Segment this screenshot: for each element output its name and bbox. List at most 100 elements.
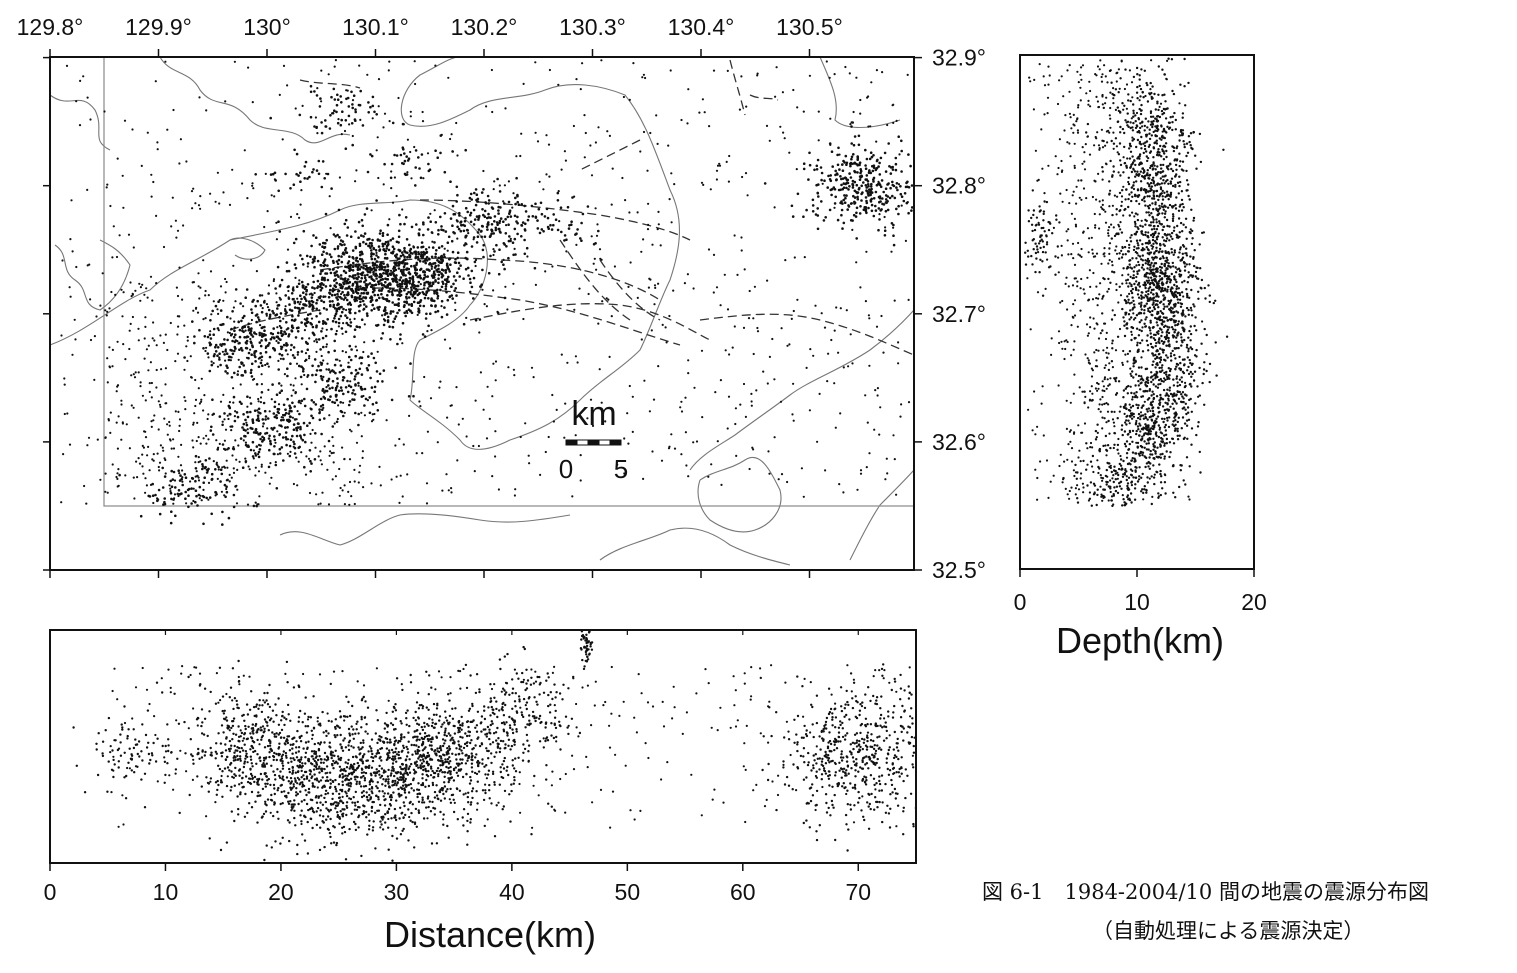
hypocenter-point — [1132, 181, 1136, 184]
epicenter-point — [225, 364, 228, 368]
epicenter-point — [286, 426, 289, 429]
epicenter-point — [752, 448, 755, 451]
epicenter-point — [870, 197, 873, 201]
epicenter-point — [517, 203, 521, 206]
epicenter-point — [135, 460, 138, 463]
hypocenter-point — [1139, 180, 1143, 183]
epicenter-point — [412, 245, 415, 248]
epicenter-point — [583, 114, 586, 117]
epicenter-point — [287, 420, 291, 423]
epicenter-point — [504, 285, 507, 288]
epicenter-point — [573, 308, 576, 311]
epicenter-point — [362, 308, 365, 311]
epicenter-point — [305, 387, 309, 391]
epicenter-point — [152, 453, 155, 456]
epicenter-point — [278, 447, 282, 451]
epicenter-point — [376, 306, 379, 309]
epicenter-point — [170, 447, 173, 450]
epicenter-point — [368, 411, 372, 415]
epicenter-point — [850, 125, 853, 128]
epicenter-point — [458, 214, 461, 217]
epicenter-point — [328, 387, 332, 390]
epicenter-point — [350, 495, 353, 498]
hypocenter-point — [1134, 175, 1137, 178]
epicenter-point — [202, 481, 205, 485]
epicenter-point — [310, 414, 313, 418]
epicenter-point — [148, 469, 151, 472]
epicenter-point — [250, 375, 254, 378]
epicenter-point — [306, 177, 309, 180]
epicenter-point — [414, 251, 418, 255]
epicenter-point — [856, 155, 859, 158]
epicenter-point — [339, 95, 343, 98]
epicenter-point — [898, 153, 901, 156]
epicenter-point — [421, 452, 424, 455]
epicenter-point — [264, 471, 267, 474]
epicenter-point — [395, 289, 399, 292]
epicenter-point — [463, 219, 467, 223]
epicenter-point — [360, 292, 363, 295]
epicenter-point — [285, 344, 288, 347]
hypocenter-point — [1164, 337, 1168, 341]
epicenter-point — [816, 207, 819, 210]
epicenter-point — [875, 69, 879, 72]
epicenter-point — [413, 296, 417, 300]
epicenter-point — [627, 285, 630, 288]
epicenter-point — [886, 123, 889, 127]
epicenter-point — [458, 275, 462, 278]
epicenter-point — [636, 296, 639, 299]
epicenter-point — [304, 359, 307, 363]
epicenter-point — [244, 457, 247, 460]
epicenter-point — [332, 444, 335, 447]
hypocenter-point — [1189, 132, 1193, 135]
hypocenter-point — [1138, 140, 1142, 144]
epicenter-point — [142, 446, 145, 449]
hypocenter-point — [1155, 238, 1159, 241]
epicenter-point — [456, 225, 459, 229]
hypocenter-point — [1183, 269, 1187, 272]
epicenter-point — [808, 151, 811, 155]
epicenter-point — [214, 304, 218, 308]
epicenter-point — [431, 231, 434, 235]
hypocenter-point — [1199, 286, 1202, 289]
hypocenter-point — [1126, 250, 1130, 253]
epicenter-point — [472, 297, 475, 300]
epicenter-point — [353, 502, 356, 506]
epicenter-point — [314, 236, 318, 239]
hypocenter-point — [1160, 155, 1163, 158]
epicenter-point — [842, 186, 846, 189]
epicenter-point — [462, 322, 466, 326]
hypocenter-point — [1152, 176, 1155, 179]
hypocenter-point — [1187, 347, 1190, 351]
epicenter-point — [353, 296, 357, 299]
epicenter-point — [246, 410, 249, 414]
epicenter-point — [410, 303, 413, 307]
epicenter-point — [608, 355, 611, 358]
epicenter-point — [366, 238, 369, 241]
hypocenter-point — [1145, 339, 1149, 342]
hypocenter-point — [1156, 324, 1159, 327]
epicenter-point — [309, 459, 312, 463]
epicenter-point — [725, 160, 728, 163]
epicenter-point — [363, 404, 366, 407]
epicenter-point — [440, 315, 444, 319]
epicenter-point — [228, 405, 231, 409]
epicenter-point — [496, 177, 499, 181]
epicenter-point — [398, 437, 401, 441]
epicenter-point — [346, 226, 350, 229]
epicenter-point — [597, 126, 600, 129]
epicenter-point — [719, 304, 722, 307]
epicenter-point — [579, 454, 582, 457]
epicenter-point — [137, 416, 140, 419]
hypocenter-point — [1157, 198, 1160, 202]
epicenter-point — [290, 409, 293, 413]
epicenter-point — [358, 309, 361, 313]
epicenter-point — [741, 175, 744, 179]
hypocenter-point — [1186, 294, 1189, 297]
epicenter-point — [310, 462, 313, 465]
epicenter-point — [503, 267, 506, 271]
epicenter-point — [313, 125, 316, 128]
hypocenter-point — [1196, 266, 1199, 270]
epicenter-point — [297, 174, 300, 177]
hypocenter-point — [1158, 183, 1161, 186]
